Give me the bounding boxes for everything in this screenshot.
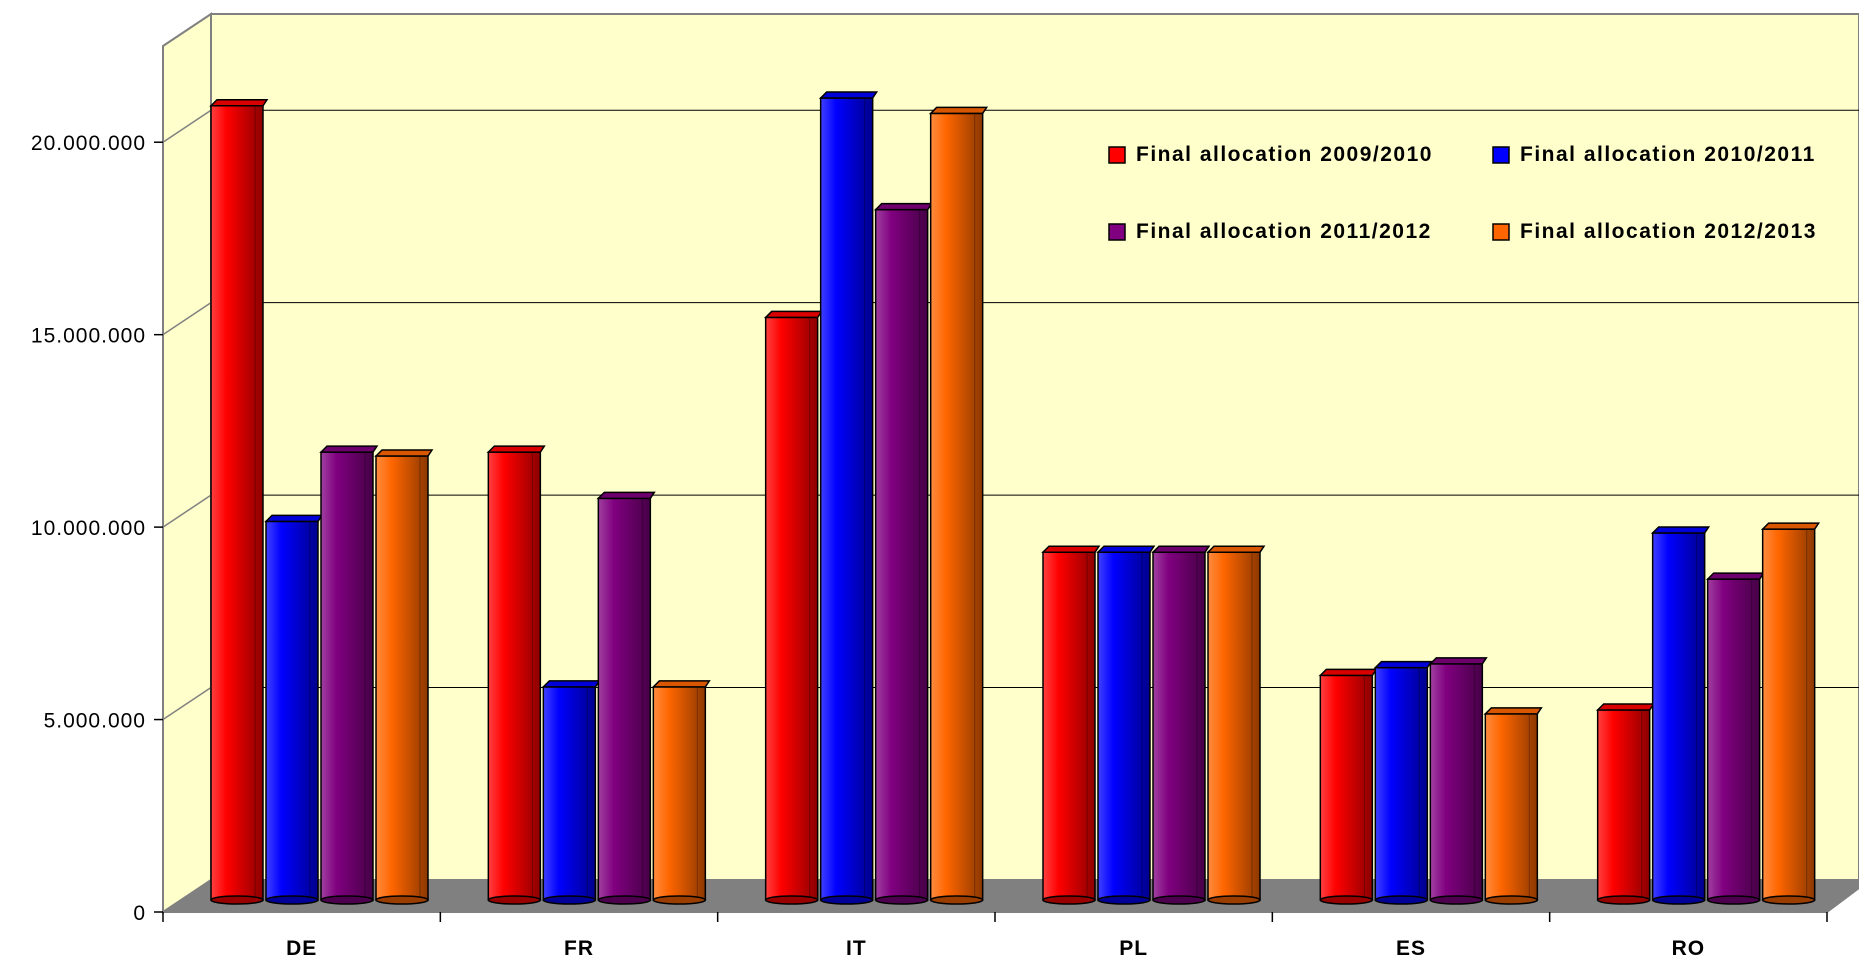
x-tick-label: DE: [286, 937, 317, 958]
bar-RO-3: [1760, 522, 1821, 905]
bar-ES-0: [1318, 668, 1378, 905]
legend-label: Final allocation 2010/2011: [1520, 143, 1816, 166]
bar-PL-3: [1206, 545, 1266, 905]
legend-label: Final allocation 2011/2012: [1136, 220, 1432, 243]
y-axis-ticks: 0 5.000.000 10.000.000 15.000.000 20.000.000: [31, 132, 163, 925]
x-tick-label: IT: [846, 937, 867, 958]
legend-swatch: [1108, 146, 1126, 164]
bar-FR-1: [541, 680, 601, 905]
x-tick-label: ES: [1396, 937, 1426, 958]
x-axis-end-edge: [1826, 887, 1859, 913]
gridlines: [162, 109, 1859, 721]
bar-IT-2: [873, 202, 934, 905]
bar-ES-3: [1483, 707, 1543, 905]
bar-ES-2: [1428, 657, 1488, 905]
gridline-side: [162, 302, 212, 336]
bar-RO-1: [1650, 526, 1711, 905]
x-tick-label: PL: [1119, 937, 1148, 958]
bar-PL-2: [1151, 545, 1211, 905]
y-tick-label: 0: [133, 902, 146, 925]
bar-ES-1: [1373, 660, 1433, 905]
bar-FR-3: [651, 680, 711, 905]
gridline-side: [162, 686, 212, 721]
x-tick-label: RO: [1672, 937, 1706, 958]
y-tick-label: 5.000.000: [44, 710, 146, 733]
bar-RO-2: [1705, 572, 1766, 905]
bar-DE-2: [319, 445, 379, 905]
y-tick-label: 20.000.000: [31, 132, 146, 155]
x-axis-ticks: DE FR IT PL ES RO: [162, 912, 1828, 958]
legend-swatch: [1492, 223, 1510, 241]
bar-FR-2: [596, 491, 656, 905]
bar-DE-3: [374, 449, 434, 905]
legend-swatch: [1492, 146, 1510, 164]
bar-IT-0: [763, 310, 824, 905]
legend: Final allocation 2009/2010 Final allocati…: [1108, 143, 1817, 243]
bar-DE-1: [264, 514, 324, 905]
legend-label: Final allocation 2012/2013: [1520, 220, 1817, 243]
gridline-side: [162, 494, 212, 528]
bar-IT-1: [818, 91, 879, 905]
bar-IT-3: [928, 106, 989, 905]
bar-FR-0: [486, 445, 546, 905]
side-wall: [162, 12, 212, 914]
bar-DE-0: [209, 98, 269, 905]
bar-PL-1: [1096, 545, 1156, 905]
y-tick-label: 10.000.000: [31, 517, 146, 540]
bars: [209, 91, 1821, 905]
gridline-side: [162, 109, 212, 143]
y-tick-label: 15.000.000: [31, 325, 146, 348]
legend-label: Final allocation 2009/2010: [1136, 143, 1433, 166]
legend-swatch: [1108, 223, 1126, 241]
x-tick-label: FR: [564, 937, 594, 958]
bar-RO-0: [1595, 703, 1656, 905]
bar-PL-0: [1041, 545, 1101, 905]
